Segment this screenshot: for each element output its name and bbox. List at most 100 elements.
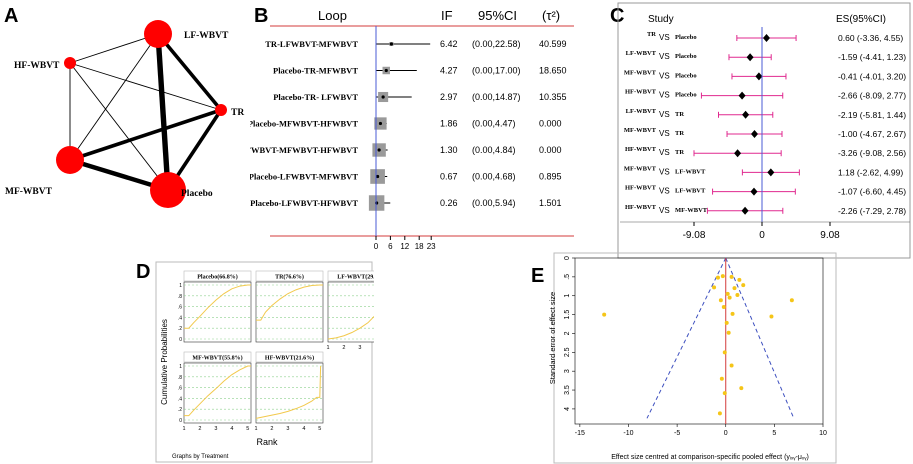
c-tick-label: -9.08 xyxy=(683,230,706,241)
panel-a: A LF-WBVT HF-WBVT TR MF-WBVT Placebo xyxy=(4,5,244,208)
funnel-point-1 xyxy=(720,274,725,279)
comparison-b: LF-WBVT xyxy=(675,168,706,175)
loop-point xyxy=(376,174,380,179)
subplot-y-tick: .4 xyxy=(178,315,182,321)
funnel-point-11 xyxy=(789,298,794,303)
loop-if-value: 2.97 xyxy=(440,92,458,102)
funnel-point-6 xyxy=(741,283,746,288)
subplot-x-tick: 4 xyxy=(302,426,305,432)
loop-point xyxy=(384,68,388,73)
comparison-vs: VS xyxy=(659,52,670,61)
network-node-placebo xyxy=(150,172,186,208)
e-x-tick-label: -15 xyxy=(575,430,585,437)
network-edge-7 xyxy=(69,108,222,162)
panel-d-letter: D xyxy=(136,261,150,283)
network-node-label: Placebo xyxy=(181,189,213,199)
loop-tau-value: 0.000 xyxy=(539,145,562,155)
ranking-subplots: Placebo(66.8%) 0 .2 .4 .6 .8 1 TR(76.6%) LF-WBVT… xyxy=(178,270,374,432)
loop-ci-value: (0.00,5.94) xyxy=(472,198,516,208)
e-x-tick-label: -5 xyxy=(674,430,680,437)
funnel-plot-area xyxy=(574,257,824,425)
d-xlabel: Rank xyxy=(256,437,278,447)
comparison-b: TR xyxy=(675,111,684,118)
es-header: ES(95%CI) xyxy=(836,14,886,25)
funnel-point-16 xyxy=(724,320,729,325)
funnel-point-22 xyxy=(722,391,727,396)
funnel-point-17 xyxy=(726,330,731,335)
d-ylabel: Cumulative Probabilities xyxy=(160,319,169,405)
funnel-point-19 xyxy=(729,363,734,368)
loop-point xyxy=(378,121,383,126)
comparison-es-text: -1.07 (-6.60, 4.45) xyxy=(838,187,906,197)
subplot-plot-area xyxy=(327,281,374,343)
subplot-x-tick: 1 xyxy=(182,426,185,432)
subplot-x-tick: 1 xyxy=(254,426,257,432)
comparison-es-text: -3.26 (-9.08, 2.56) xyxy=(838,148,906,158)
loop-if-value: 0.26 xyxy=(440,198,458,208)
loop-ci-value: (0.00,17.00) xyxy=(472,66,521,76)
subplot-curve xyxy=(327,315,374,340)
comparison-vs: VS xyxy=(659,110,670,119)
comparison-b: Placebo xyxy=(675,34,697,41)
loop-ci-value: (0.00,14.87) xyxy=(472,92,521,102)
e-x-tick-label: 10 xyxy=(819,430,827,437)
subplot-x-tick: 5 xyxy=(318,426,321,432)
loop-tau-value: 10.355 xyxy=(539,92,567,102)
subplot-x-tick: 2 xyxy=(270,426,273,432)
comparison-point xyxy=(751,130,759,138)
loop-if-value: 4.27 xyxy=(440,66,458,76)
network-edge-2 xyxy=(69,33,159,161)
funnel-point-21 xyxy=(739,386,744,391)
subplot-y-tick: 0 xyxy=(179,337,182,343)
network-node-hf-wbvt xyxy=(64,57,76,69)
loop-if-value: 0.67 xyxy=(440,172,458,182)
comparison-a: MF-WBVT xyxy=(624,127,657,134)
e-y-tick-label: 3 xyxy=(564,369,571,373)
funnel-point-23 xyxy=(717,411,722,416)
funnel-point-18 xyxy=(722,350,727,355)
panel-b: B Loop IF 95%CI (τ²) TR-LFWBVT-MFWBVT 6.4… xyxy=(250,5,574,251)
comparison-b: Placebo xyxy=(675,53,697,60)
subplot-x-tick: 3 xyxy=(286,426,289,432)
funnel-point-0 xyxy=(715,275,720,280)
subplot-x-tick: 5 xyxy=(246,426,249,432)
funnel-point-20 xyxy=(719,376,724,381)
loop-ci-value: (0.00,22.58) xyxy=(472,39,521,49)
comparison-b: LF-WBVT xyxy=(675,188,706,195)
comparison-a: HF-WBVT xyxy=(625,185,657,192)
subplot-title-box xyxy=(183,270,252,282)
col-ci-header: 95%CI xyxy=(478,8,517,23)
network-node-lf-wbvt xyxy=(144,20,172,48)
subplot-title: Placebo(66.8%) xyxy=(197,274,238,281)
subplot-y-tick: 0 xyxy=(179,418,182,424)
panel-e: E Standard error of effect size Effect s… xyxy=(531,252,837,464)
col-if-header: IF xyxy=(441,8,453,23)
col-loop-header: Loop xyxy=(318,8,347,23)
ranking-subplot-1: TR(76.6%) xyxy=(255,270,324,343)
loop-tau-value: 40.599 xyxy=(539,39,567,49)
c-tick-label: 0 xyxy=(759,230,765,241)
comparison-es-text: 0.60 (-3.36, 4.55) xyxy=(838,33,903,43)
subplot-title: LF-WBVT(29.2%) xyxy=(337,274,374,281)
loop-label: Placebo-TR- LFWBVT xyxy=(273,92,358,102)
comparison-point xyxy=(734,149,742,158)
loop-ci-value: (0.00,4.68) xyxy=(472,172,516,182)
funnel-point-15 xyxy=(769,314,774,319)
loop-label: Placebo-TR-MFWBVT xyxy=(273,66,358,76)
col-tau-header: (τ²) xyxy=(542,8,560,23)
loop-rows: TR-LFWBVT-MFWBVT 6.42 (0.00,22.58) 40.599 Pl… xyxy=(250,39,567,211)
subplot-y-tick: 1 xyxy=(179,283,182,289)
loop-if-value: 6.42 xyxy=(440,39,458,49)
subplot-curve xyxy=(184,365,251,417)
subplot-y-tick: 1 xyxy=(179,364,182,370)
ranking-subplot-0: Placebo(66.8%) 0 .2 .4 .6 .8 1 xyxy=(178,270,252,343)
comparison-a: HF-WBVT xyxy=(625,204,657,211)
comparison-point xyxy=(741,206,749,215)
comparison-vs: VS xyxy=(659,33,670,42)
funnel-point-4 xyxy=(712,285,717,290)
subplot-title-box xyxy=(327,270,374,282)
comparison-vs: VS xyxy=(659,129,670,138)
loop-tau-value: 0.000 xyxy=(539,119,562,129)
comparison-rows: TR VS Placebo 0.60 (-3.36, 4.55) LF-WBVT VS Pl… xyxy=(624,31,906,216)
